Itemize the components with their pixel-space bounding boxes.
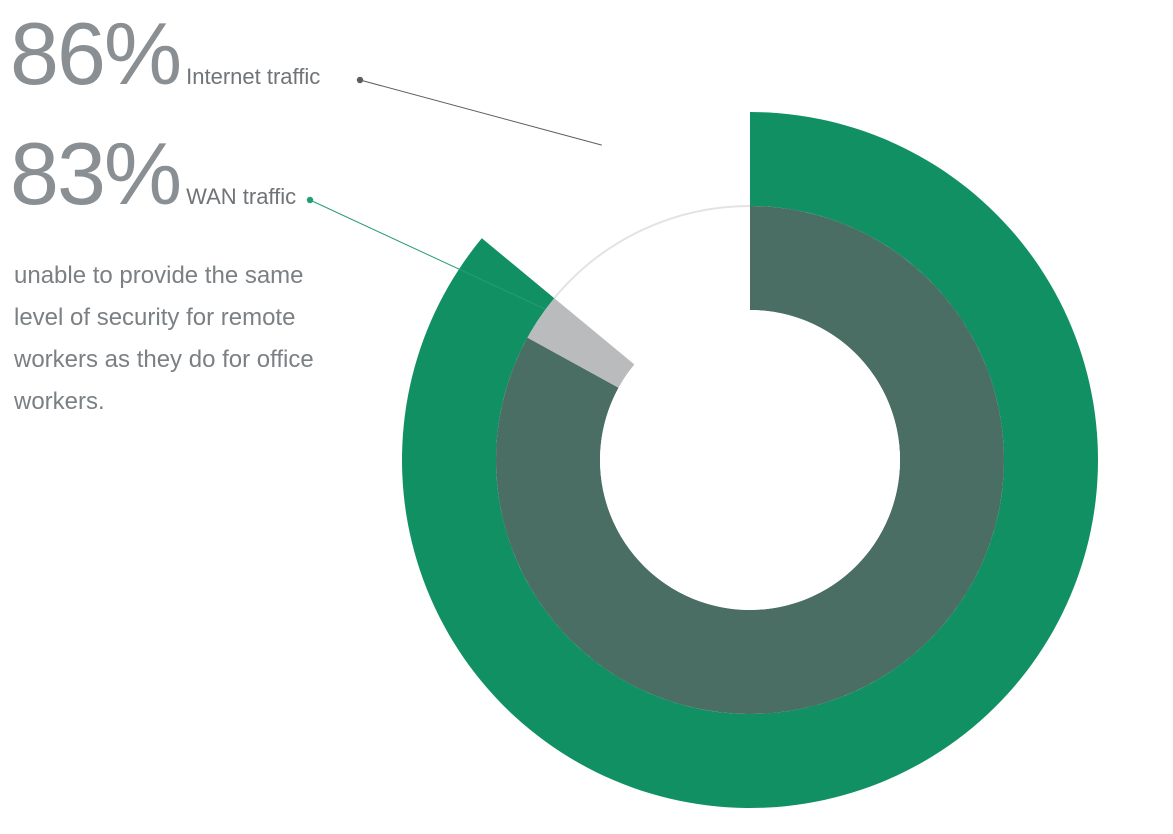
donut-hole: [600, 310, 900, 610]
leader-line-outer: [360, 80, 602, 145]
infographic-canvas: 86% Internet traffic 83% WAN traffic una…: [0, 0, 1173, 834]
concentric-donut-chart: [0, 0, 1173, 834]
leader-dot-outer: [357, 77, 363, 83]
leader-dot-inner: [307, 197, 313, 203]
